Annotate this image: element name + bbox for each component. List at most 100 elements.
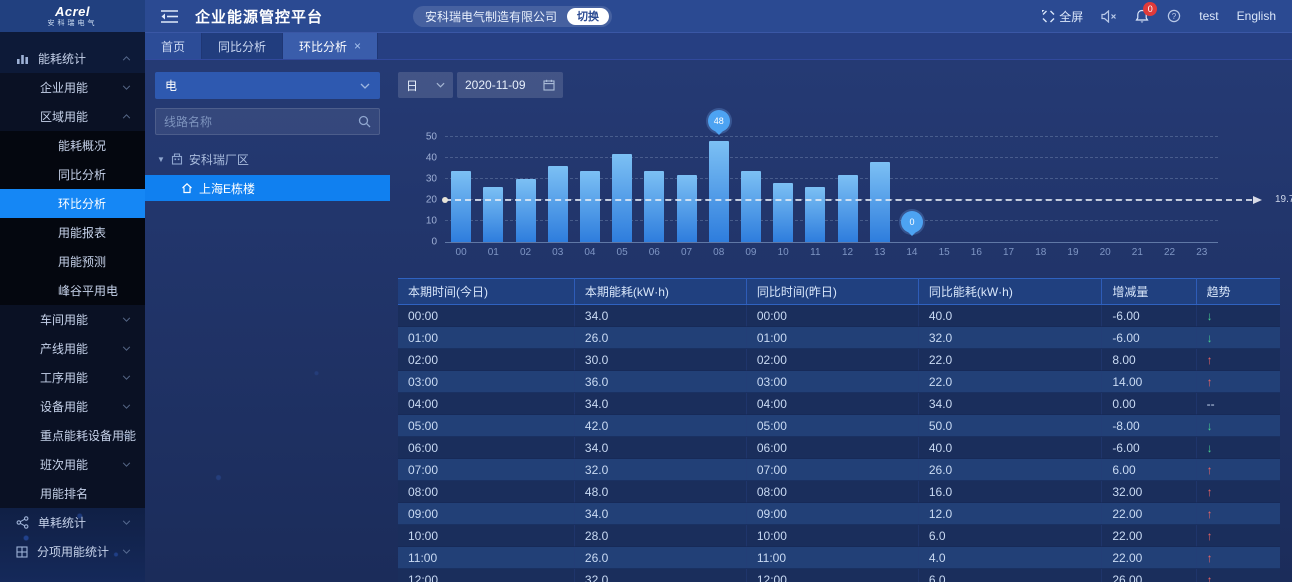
table-cell: 04:00 [398,392,575,415]
bar-02[interactable] [515,179,536,242]
sidebar-item-产线用能[interactable]: 产线用能 [0,334,145,363]
energy-type-select[interactable]: 电 [155,72,380,99]
column-header: 趋势 [1196,278,1280,305]
tab-首页[interactable]: 首页 [145,33,203,59]
bar-slot [638,138,670,242]
table-cell: 04:00 [746,392,919,415]
x-axis-tick: 17 [1002,247,1015,258]
bar-12[interactable] [837,174,858,242]
company-name: 安科瑞电气制造有限公司 [425,9,558,24]
help-icon[interactable]: ? [1167,9,1181,23]
content: 电 ▼ [145,60,1292,582]
sidebar-item-班次用能[interactable]: 班次用能 [0,450,145,479]
table-row: 01:00 26.0 01:00 32.0 -6.00 ↓ [398,326,1280,349]
average-value-label: 19.75 [1274,193,1292,205]
tab-同比分析[interactable]: 同比分析 [202,33,284,59]
sidebar-item-用能预测[interactable]: 用能预测 [0,247,145,276]
sidebar-item-同比分析[interactable]: 同比分析 [0,160,145,189]
close-icon[interactable]: × [354,39,362,53]
bars-layer [445,138,1218,242]
bar-13[interactable] [869,162,890,242]
table-cell: -8.00 [1101,414,1197,437]
sidebar-item-峰谷平用电[interactable]: 峰谷平用电 [0,276,145,305]
sidebar-item-区域用能[interactable]: 区域用能 [0,102,145,131]
sidebar-item-企业用能[interactable]: 企业用能 [0,73,145,102]
table-cell: 02:00 [398,348,575,371]
bar-05[interactable] [612,153,633,242]
speaker-muted-icon[interactable] [1101,9,1117,23]
y-axis-tick: 50 [425,131,437,143]
sidebar-item-单耗统计[interactable]: 单耗统计 [0,508,145,537]
tree-node-root[interactable]: ▼ 安科瑞厂区 [155,147,380,171]
sidebar-item-设备用能[interactable]: 设备用能 [0,392,145,421]
sidebar-item-分项用能统计[interactable]: 分项用能统计 [0,537,145,566]
table-cell: 30.0 [574,348,747,371]
caret-down-icon[interactable]: ▼ [157,154,165,164]
language-switcher[interactable]: English [1236,9,1276,23]
average-line: 19.75 [442,194,1292,205]
gridline [445,178,1218,179]
date-picker[interactable] [457,72,563,98]
arrow-up-icon: ↑ [1196,524,1280,547]
chevron-down-icon [122,346,131,351]
bar-06[interactable] [644,170,665,242]
table-row: 12:00 32.0 12:00 6.0 26.00 ↑ [398,568,1280,582]
switch-company-button[interactable]: 切换 [567,7,610,25]
table-cell: 32.0 [574,568,747,582]
bar-slot [928,138,960,242]
tree-panel: 电 ▼ [145,60,390,582]
bar-slot [1186,138,1218,242]
x-axis-tick: 13 [874,247,886,258]
table-cell: 22.00 [1101,546,1197,569]
bar-01[interactable] [483,187,504,242]
chevron-down-icon [122,317,131,322]
sidebar-item-用能报表[interactable]: 用能报表 [0,218,145,247]
bar-slot [799,138,831,242]
sidebar-item-用能排名[interactable]: 用能排名 [0,479,145,508]
table-cell: 09:00 [398,502,575,525]
x-axis-tick: 01 [487,247,499,258]
table-cell: 22.00 [1101,502,1197,525]
table-cell: 08:00 [398,480,575,503]
x-axis-tick: 06 [648,247,660,258]
arrow-up-icon: ↑ [1196,502,1280,525]
period-select[interactable]: 日 [398,72,453,98]
user-menu[interactable]: test [1199,9,1219,23]
menu-fold-icon[interactable] [161,7,179,25]
search-input[interactable] [164,114,358,129]
sidebar-item-能耗概况[interactable]: 能耗概况 [0,131,145,160]
table-cell: 11:00 [398,546,575,569]
table-cell: 42.0 [574,414,747,437]
bar-slot [542,138,574,242]
sidebar-item-车间用能[interactable]: 车间用能 [0,305,145,334]
table-row: 00:00 34.0 00:00 40.0 -6.00 ↓ [398,304,1280,327]
bar-03[interactable] [547,166,568,242]
table-cell: 11:00 [746,546,919,569]
sidebar-item-工序用能[interactable]: 工序用能 [0,363,145,392]
table-cell: 34.0 [574,436,747,459]
sidebar-item-环比分析[interactable]: 环比分析 [0,189,145,218]
sidebar-item-重点能耗设备用能[interactable]: 重点能耗设备用能 [0,421,145,450]
fullscreen-button[interactable]: 全屏 [1042,8,1083,25]
tab-环比分析[interactable]: 环比分析 × [283,33,379,59]
tab-label: 环比分析 [299,39,348,54]
bar-10[interactable] [773,183,794,242]
date-input[interactable] [465,78,541,92]
sidebar-item-能耗统计[interactable]: 能耗统计 [0,44,145,73]
table-row: 04:00 34.0 04:00 34.0 0.00 -- [398,392,1280,415]
bar-04[interactable] [579,170,600,242]
bar-00[interactable] [451,170,472,242]
search-icon[interactable] [358,115,371,128]
bar-08[interactable] [708,141,729,242]
tree-node-selected[interactable]: 上海E栋楼 [145,175,390,201]
bar-slot [1025,138,1057,242]
bar-07[interactable] [676,174,697,242]
notifications-bell[interactable]: 0 [1135,1,1158,24]
bar-09[interactable] [740,170,761,242]
table-cell: 34.0 [574,502,747,525]
bar-11[interactable] [805,187,826,242]
chevron-down-icon [436,82,445,88]
company-selector[interactable]: 安科瑞电气制造有限公司 切换 [413,5,613,27]
